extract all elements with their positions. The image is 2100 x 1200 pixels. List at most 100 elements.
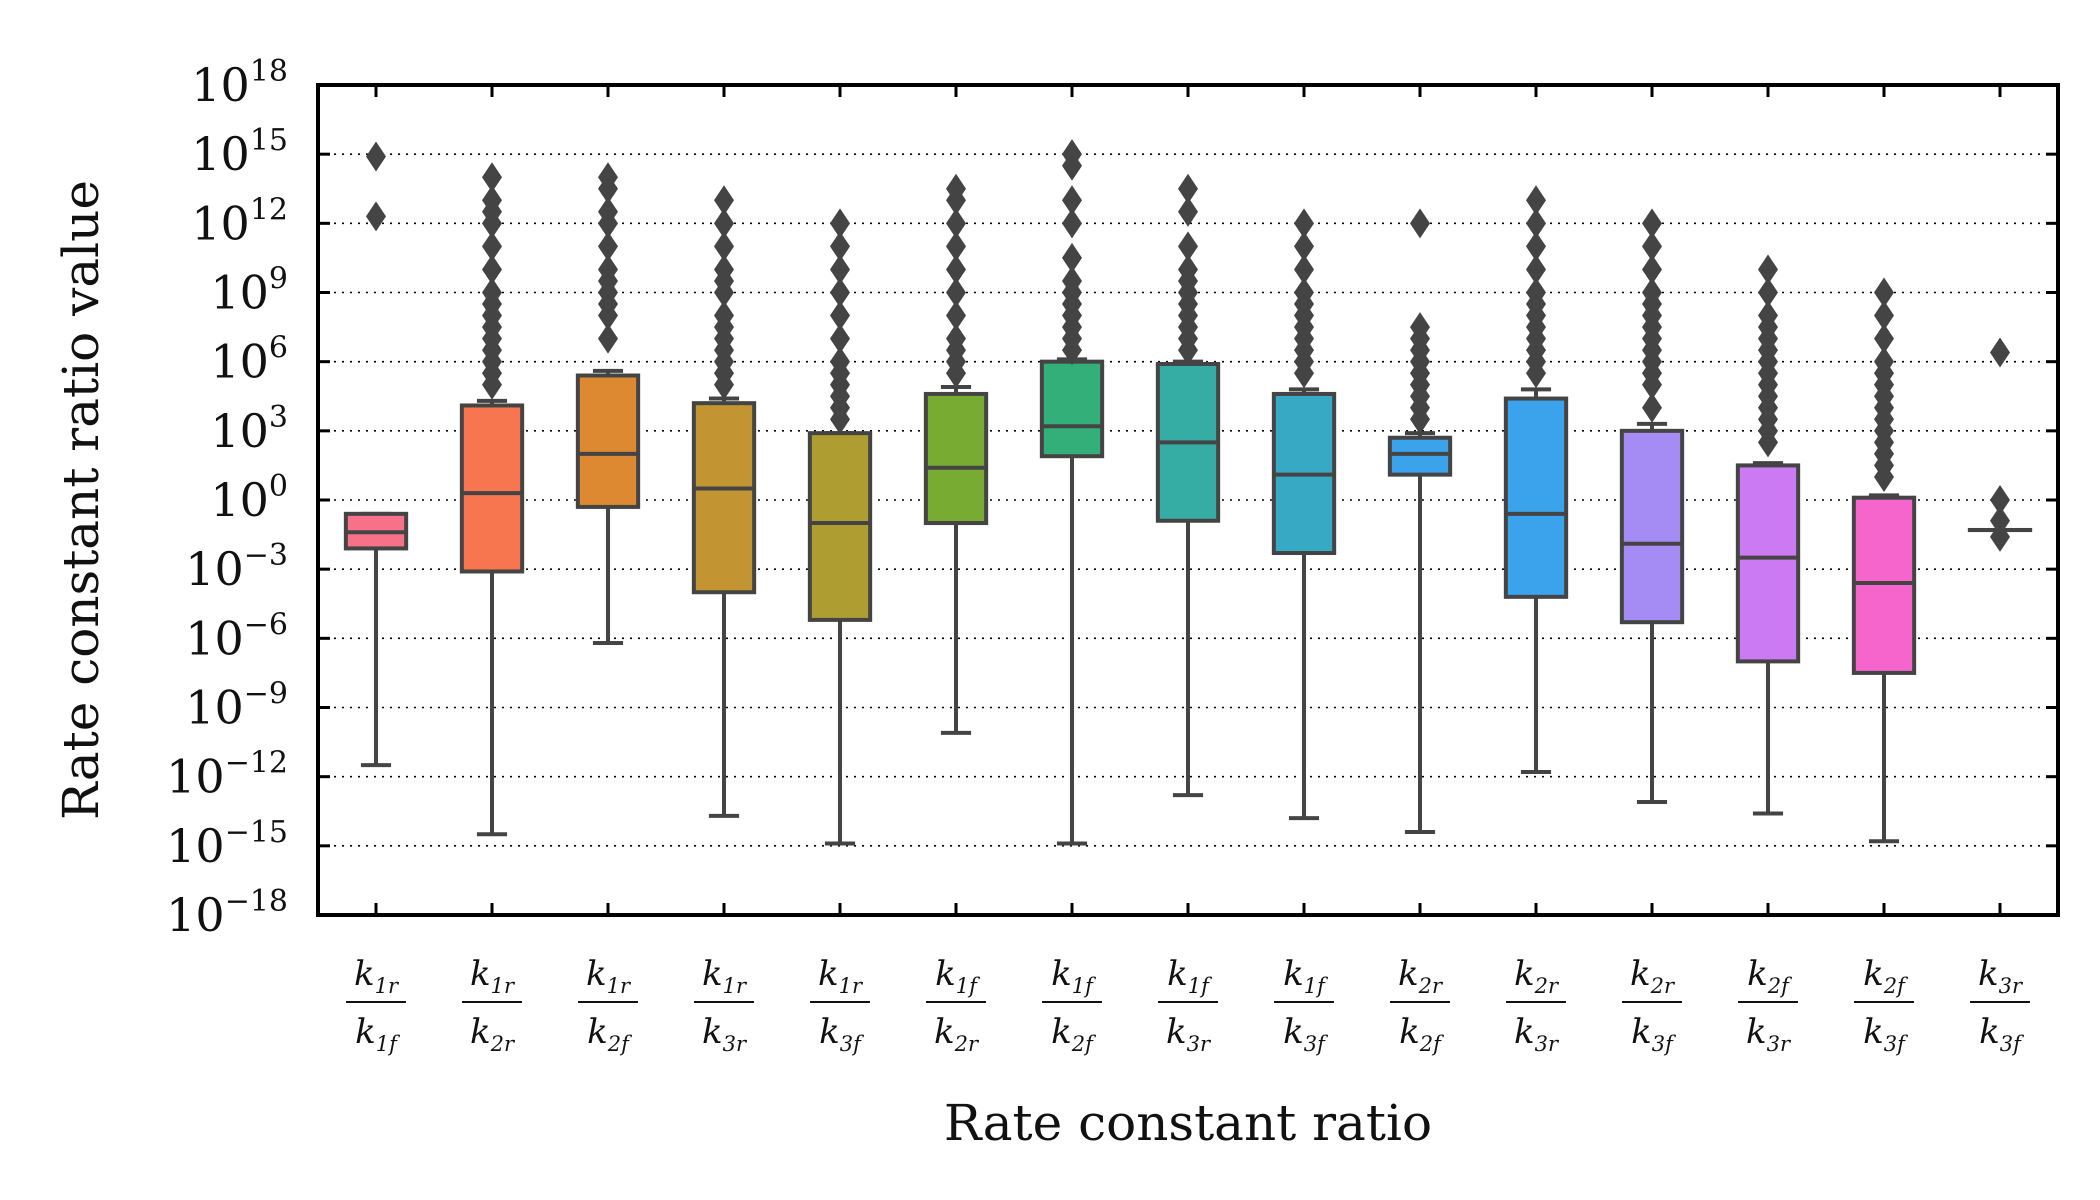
- x-tick-denominator: k2r: [470, 1012, 516, 1056]
- outlier-point: [714, 208, 734, 239]
- box-3: [575, 162, 641, 645]
- outlier-point: [830, 254, 850, 285]
- outlier-point: [482, 185, 502, 216]
- x-tick-denominator: k3f: [819, 1012, 864, 1056]
- outlier-point: [598, 231, 618, 262]
- y-tick-label: 10−18: [166, 884, 288, 942]
- x-tick-denominator: k3f: [1283, 1012, 1328, 1056]
- outlier-point: [1062, 139, 1082, 170]
- iqr-box: [807, 431, 873, 622]
- box-14: [1851, 277, 1917, 844]
- outlier-point: [1062, 265, 1082, 296]
- x-tick-numerator: k1r: [354, 954, 400, 998]
- x-tick-denominator: k3r: [1746, 1012, 1792, 1056]
- outlier-point: [1526, 231, 1546, 262]
- x-tick-numerator: k1r: [586, 954, 632, 998]
- y-tick-label: 10−15: [166, 815, 288, 873]
- iqr-box: [1387, 435, 1453, 477]
- box-9: [1271, 208, 1337, 821]
- outlier-point: [714, 231, 734, 262]
- outlier-point: [946, 254, 966, 285]
- outlier-point: [1178, 173, 1198, 204]
- y-tick-label: 1018: [191, 54, 288, 112]
- outlier-point: [714, 185, 734, 216]
- outlier-point: [946, 323, 966, 354]
- box-7: [1039, 139, 1105, 846]
- outlier-point: [1526, 254, 1546, 285]
- outlier-point: [714, 300, 734, 331]
- box-10: [1387, 208, 1453, 834]
- x-tick-denominator: k1f: [355, 1012, 400, 1056]
- outlier-point: [366, 201, 386, 232]
- outlier-point: [1526, 185, 1546, 216]
- outlier-point: [1642, 231, 1662, 262]
- iqr-box: [691, 401, 757, 595]
- box-1: [343, 141, 409, 768]
- outlier-point: [1062, 208, 1082, 239]
- outlier-point: [1990, 521, 2010, 552]
- box-15: [1967, 337, 2033, 552]
- box-13: [1735, 254, 1801, 816]
- outlier-point: [1294, 254, 1314, 285]
- box-6: [923, 173, 989, 735]
- outlier-point: [830, 277, 850, 308]
- x-tick-numerator: k2r: [1630, 954, 1676, 998]
- outlier-point: [1178, 196, 1198, 227]
- outlier-point: [1874, 300, 1894, 331]
- box-8: [1155, 173, 1221, 798]
- outlier-point: [946, 173, 966, 204]
- outlier-point: [1758, 254, 1778, 285]
- outlier-point: [1874, 323, 1894, 354]
- outlier-point: [1178, 254, 1198, 285]
- y-tick-label: 10−3: [185, 538, 288, 596]
- x-tick-numerator: k1f: [1167, 954, 1212, 998]
- outlier-point: [482, 231, 502, 262]
- box-11: [1503, 185, 1569, 775]
- iqr-box: [459, 403, 525, 574]
- outlier-point: [830, 323, 850, 354]
- outlier-point: [1062, 242, 1082, 273]
- outlier-point: [482, 277, 502, 308]
- iqr-box: [1503, 396, 1569, 599]
- y-tick-label: 10−6: [185, 607, 288, 665]
- x-tick-denominator: k2f: [1051, 1012, 1096, 1056]
- x-tick-numerator: k1f: [1283, 954, 1328, 998]
- outlier-point: [598, 196, 618, 227]
- y-tick-label: 1015: [191, 123, 288, 181]
- box-12: [1619, 208, 1685, 805]
- outlier-point: [830, 208, 850, 239]
- outlier-point: [1526, 277, 1546, 308]
- x-tick-denominator: k3f: [1979, 1012, 2024, 1056]
- outlier-point: [1642, 277, 1662, 308]
- outlier-point: [1294, 277, 1314, 308]
- outlier-point: [946, 231, 966, 262]
- x-tick-denominator: k2r: [934, 1012, 980, 1056]
- outlier-point: [830, 231, 850, 262]
- x-tick-numerator: k1r: [702, 954, 748, 998]
- x-tick-numerator: k1r: [470, 954, 516, 998]
- outlier-point: [1990, 505, 2010, 536]
- y-tick-label: 109: [210, 262, 288, 320]
- boxes: [343, 139, 2033, 846]
- x-tick-numerator: k2f: [1863, 954, 1908, 998]
- iqr-box: [575, 373, 641, 509]
- outlier-point: [482, 254, 502, 285]
- outlier-point: [1874, 346, 1894, 377]
- iqr-box: [1851, 495, 1917, 675]
- y-axis-title: Rate constant ratio value: [52, 180, 110, 820]
- outlier-point: [1758, 277, 1778, 308]
- x-tick-denominator: k3f: [1863, 1012, 1908, 1056]
- box-4: [691, 185, 757, 818]
- x-tick-numerator: k3r: [1978, 954, 2024, 998]
- outlier-point: [946, 300, 966, 331]
